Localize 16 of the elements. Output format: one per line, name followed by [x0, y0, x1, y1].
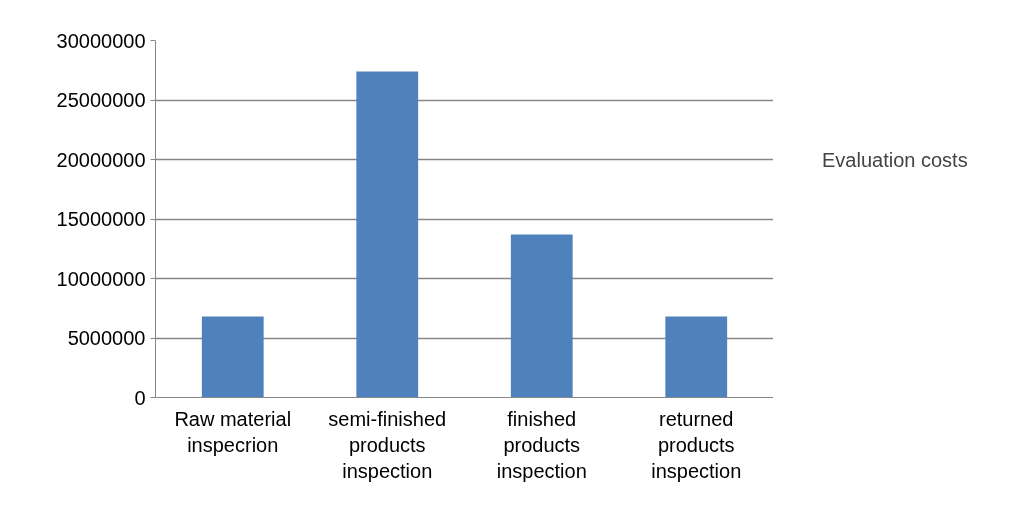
y-tick-label: 5000000 — [67, 327, 146, 349]
y-tick-label: 0 — [134, 386, 146, 409]
x-tick-label: Raw material inspecrion — [174, 407, 292, 456]
bar — [201, 316, 264, 398]
x-tick-label: semi-finished products inspection — [328, 407, 447, 483]
y-tick-label: 10000000 — [56, 267, 146, 290]
x-tick-label: returned products inspection — [651, 407, 742, 483]
bar — [665, 316, 728, 398]
x-tick-label: finished products inspection — [496, 407, 587, 483]
y-tick-label: 15000000 — [56, 208, 146, 230]
bar — [356, 71, 419, 398]
y-tick-label: 30000000 — [56, 29, 146, 52]
y-tick-label: 25000000 — [56, 89, 146, 111]
text: Evaluation costs — [822, 149, 968, 172]
y-tick-label: 20000000 — [56, 148, 146, 171]
bar — [510, 234, 573, 398]
